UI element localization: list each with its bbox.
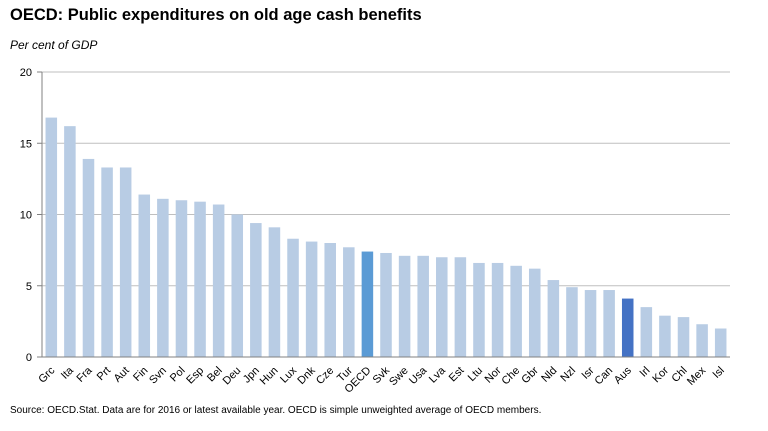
bar-nzl [566,287,578,357]
bar-nor [491,262,504,357]
axes [37,71,730,358]
bar-ita [64,126,76,358]
x-tick-label: Lux [278,364,299,385]
bar-cze [324,243,336,357]
y-tick-label: 20 [20,67,32,79]
bar-lux [287,238,299,357]
bar-aut [119,167,132,357]
x-tick-label: Nor [483,364,504,385]
x-tick-label: Nld [539,365,559,385]
x-tick-label: Fin [131,365,150,384]
x-tick-label: Esp [184,365,206,387]
x-tick-label: Isl [711,365,727,381]
y-tick-label: 15 [20,138,32,150]
x-tick-label: Svn [147,365,169,387]
x-tick-label: Cze [314,365,336,387]
y-tick-label: 10 [20,210,32,222]
x-tick-label: Aut [112,365,132,385]
y-tick-label: 5 [26,281,32,293]
bar-fra [82,158,95,357]
x-tick-label: Prt [95,365,113,383]
y-tick-labels: 0 5 10 15 20 [20,67,32,364]
bar-jpn [250,223,262,357]
bar-tur [343,247,355,357]
bars [45,117,727,358]
x-tick-label: Mex [685,364,709,388]
bar-mex [696,324,708,357]
x-tick-label: Nzl [558,365,578,385]
bar-che [510,265,522,357]
bar-bel [212,204,225,357]
x-tick-label: Pol [168,365,188,385]
bar-prt [101,167,113,357]
x-tick-label: Lva [427,364,449,386]
x-tick-label: Dnk [295,364,318,387]
x-tick-label: Est [447,365,467,385]
bar-svn [157,198,169,357]
y-axis-unit-label: Per cent of GDP [10,38,98,52]
x-tick-label: Deu [221,365,244,388]
x-tick-label: Kor [650,364,671,385]
bar-grc [45,117,58,357]
bar-deu [231,214,244,357]
bar-ltu [473,262,485,357]
bar-nld [547,280,560,357]
x-tick-label: Jpn [241,365,262,386]
bar-fin [138,194,151,357]
bar-can [603,290,615,357]
x-tick-label: Ita [59,364,77,382]
bar-aus [621,298,634,357]
x-tick-label: Usa [407,364,430,387]
bar-irl [640,307,653,357]
chart-title: OECD: Public expenditures on old age cas… [10,6,422,24]
bar-gbr [528,268,541,357]
bar-swe [398,255,411,357]
bar-hun [268,227,281,357]
bar-svk [380,252,392,357]
x-tick-label: Swe [387,365,411,389]
x-tick-label: Grc [36,364,57,385]
bar-pol [175,200,188,357]
x-tick-label: Can [592,365,615,388]
source-note: Source: OECD.Stat. Data are for 2016 or … [10,405,542,416]
bar-esp [194,201,206,357]
bar-lva [436,257,448,357]
x-tick-label: Hun [258,365,281,388]
bar-est [454,257,467,357]
bar-usa [417,255,429,357]
bar-isr [584,290,597,357]
bar-chl [677,317,690,357]
x-tick-label: Ltu [466,365,485,384]
x-tick-label: Che [500,365,523,388]
bar-kor [659,315,671,357]
x-tick-label: Aus [612,364,634,386]
y-tick-label: 0 [26,352,32,364]
bar-isl [714,328,727,357]
x-tick-label: Fra [74,364,95,385]
bar-oecd [361,251,374,357]
x-tick-label: Gbr [519,364,541,386]
bar-dnk [305,241,318,357]
